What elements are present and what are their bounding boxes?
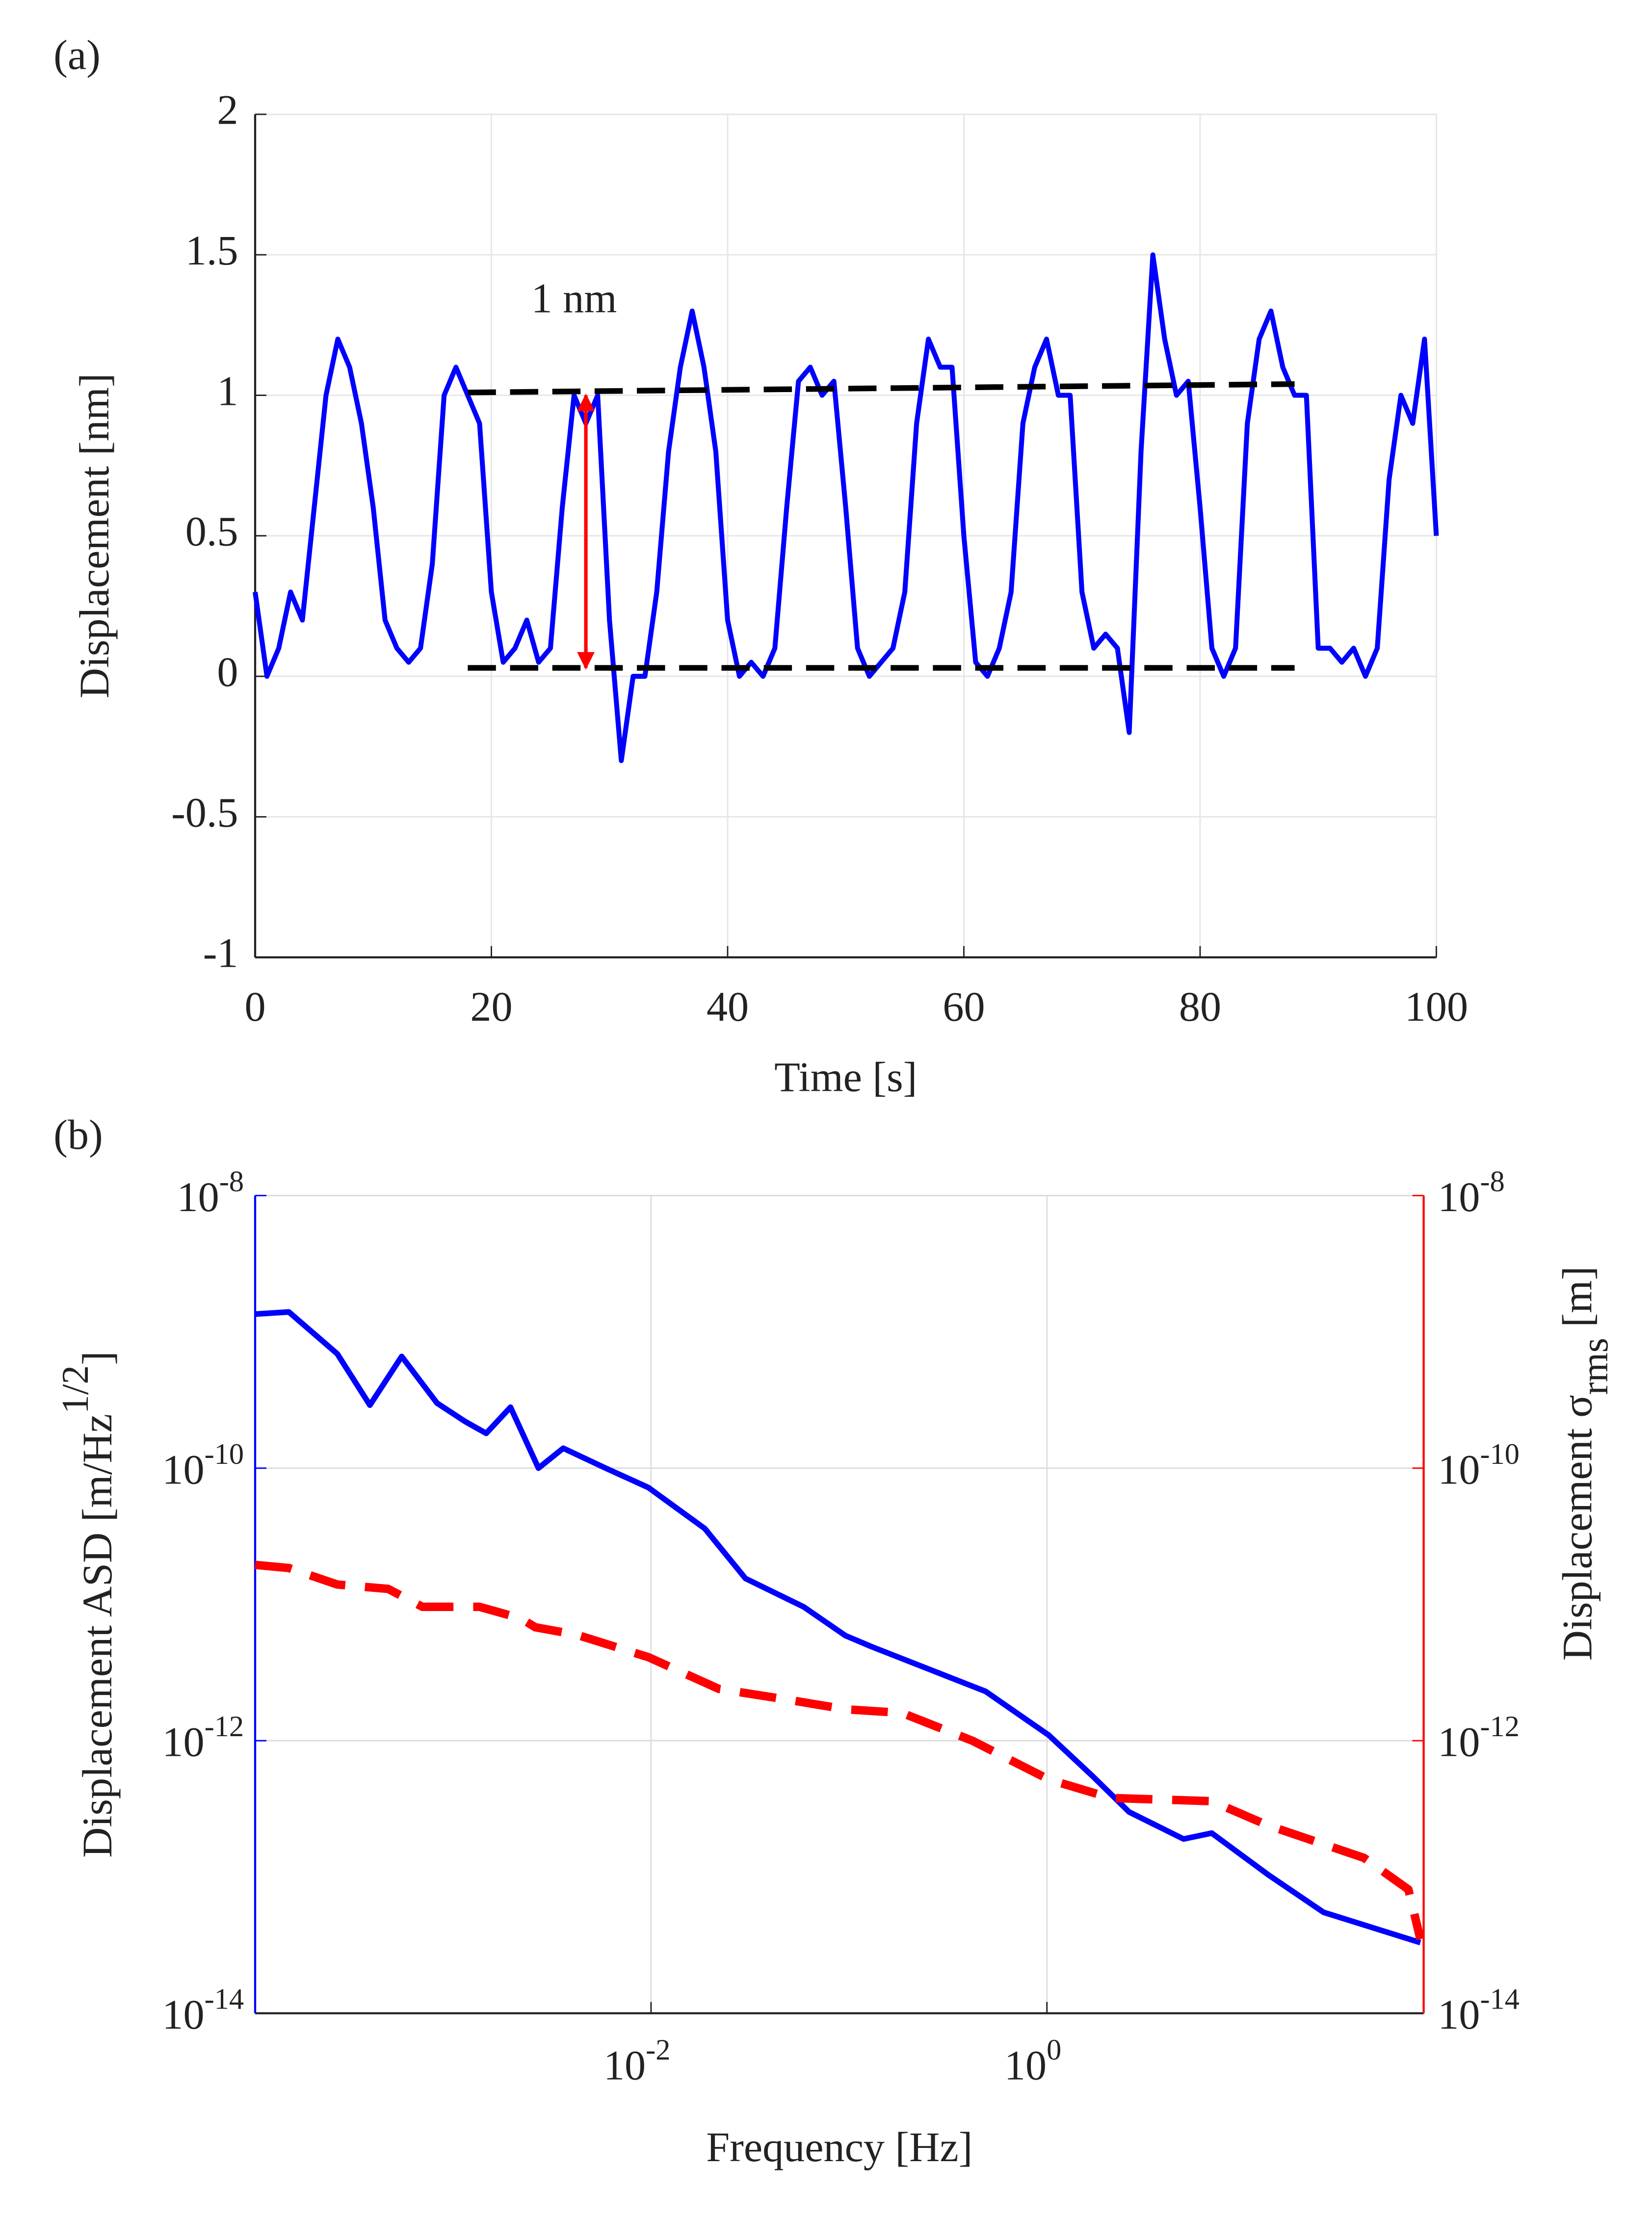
tick-label-base: 10 (1438, 1718, 1480, 1765)
tick-label: 60 (943, 983, 985, 1030)
tick-label: -1 (203, 929, 238, 977)
tick-label-exponent: -12 (1480, 1710, 1519, 1743)
tick-label: 100 (1004, 2034, 1061, 2089)
tick-label-base: 10 (162, 1991, 204, 2038)
tick-label: 1 (217, 367, 238, 414)
tick-label-exponent: -10 (205, 1438, 244, 1471)
tick-label: 0 (244, 983, 265, 1030)
tick-label: 10-8 (1438, 1165, 1504, 1220)
tick-label: 10-12 (162, 1710, 244, 1765)
data-line (255, 1561, 1425, 1940)
y2-axis-label-text: Displacement σ (1553, 1395, 1600, 1661)
y2-axis-label-end: [m] (1553, 1266, 1600, 1338)
tick-label: 10-14 (162, 1983, 244, 2037)
tick-label: 100 (1405, 983, 1468, 1030)
tick-label: 80 (1179, 983, 1221, 1030)
tick-label: 10-12 (1438, 1710, 1520, 1765)
data-line (253, 252, 1439, 764)
tick-label-base: 10 (1438, 1173, 1480, 1220)
tick-label-base: 10 (1438, 1446, 1480, 1493)
y-axis-label: Displacement [nm] (71, 373, 118, 698)
tick-label: 10-14 (1438, 1983, 1520, 2037)
tick-label: 1.5 (185, 227, 238, 274)
tick-label: 0 (217, 648, 238, 695)
tick-label: 10-10 (162, 1438, 244, 1493)
tick-label: 10-8 (177, 1165, 244, 1220)
tick-label: -0.5 (171, 789, 238, 836)
guide-line (468, 381, 1295, 396)
tick-label-exponent: 0 (1047, 2034, 1061, 2066)
x-axis-label: Frequency [Hz] (706, 2123, 972, 2170)
y2-axis-label-sub: rms (1573, 1338, 1616, 1395)
panel-label: (a) (53, 31, 101, 79)
y-axis-label-text: Displacement ASD [m/Hz (74, 1414, 121, 1858)
tick-label-base: 10 (177, 1173, 219, 1220)
y-axis-label-end: ] (74, 1351, 121, 1365)
tick-label-base: 10 (603, 2041, 646, 2089)
data-line (255, 1309, 1421, 1946)
tick-label-exponent: -8 (219, 1165, 244, 1198)
tick-label-base: 10 (162, 1718, 204, 1765)
annotation: 1 nm (531, 274, 617, 321)
y-axis-label: Displacement ASD [m/Hz1/2] (54, 1351, 121, 1857)
tick-label-exponent: -2 (646, 2034, 670, 2066)
tick-label: 20 (470, 983, 512, 1030)
x-axis-label: Time [s] (774, 1053, 917, 1100)
tick-label-exponent: -8 (1480, 1165, 1504, 1198)
tick-label-exponent: -14 (205, 1983, 244, 2015)
y-axis-label-sup: 1/2 (54, 1365, 96, 1414)
tick-label-exponent: -12 (205, 1710, 244, 1743)
tick-label: 2 (217, 86, 238, 133)
tick-label: 10-2 (603, 2034, 670, 2089)
tick-label: 0.5 (185, 508, 238, 555)
panel-label: (b) (53, 1111, 103, 1158)
tick-label-base: 10 (1004, 2041, 1047, 2089)
tick-label-base: 10 (162, 1446, 204, 1493)
tick-label-base: 10 (1438, 1991, 1480, 2038)
tick-label-exponent: -14 (1480, 1983, 1519, 2015)
tick-label: 10-10 (1438, 1438, 1520, 1493)
y2-axis-label: Displacement σrms [m] (1553, 1266, 1615, 1661)
tick-label-exponent: -10 (1480, 1438, 1519, 1471)
tick-label: 40 (707, 983, 749, 1030)
